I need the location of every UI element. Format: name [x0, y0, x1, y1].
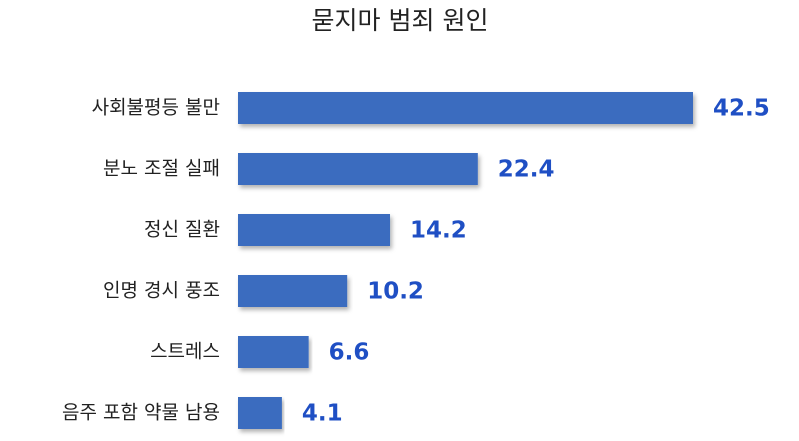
value-label: 6.6	[329, 340, 370, 366]
value-label: 4.1	[302, 401, 343, 427]
category-label: 분노 조절 실패	[103, 158, 220, 180]
bar	[238, 214, 391, 246]
category-label: 스트레스	[150, 341, 220, 363]
bar	[238, 336, 309, 368]
value-label: 22.4	[498, 157, 555, 183]
bar	[238, 397, 282, 429]
category-label: 음주 포함 약물 남용	[62, 402, 220, 424]
category-label: 인명 경시 풍조	[103, 280, 220, 302]
bar	[238, 275, 348, 307]
bar	[238, 153, 478, 185]
category-label: 정신 질환	[144, 219, 220, 241]
value-label: 10.2	[367, 279, 424, 305]
category-label: 사회불평등 불만	[92, 97, 220, 119]
value-label: 14.2	[410, 218, 467, 244]
value-label: 42.5	[713, 96, 770, 122]
chart-title: 묻지마 범죄 원인	[312, 6, 489, 35]
bar	[238, 92, 693, 124]
